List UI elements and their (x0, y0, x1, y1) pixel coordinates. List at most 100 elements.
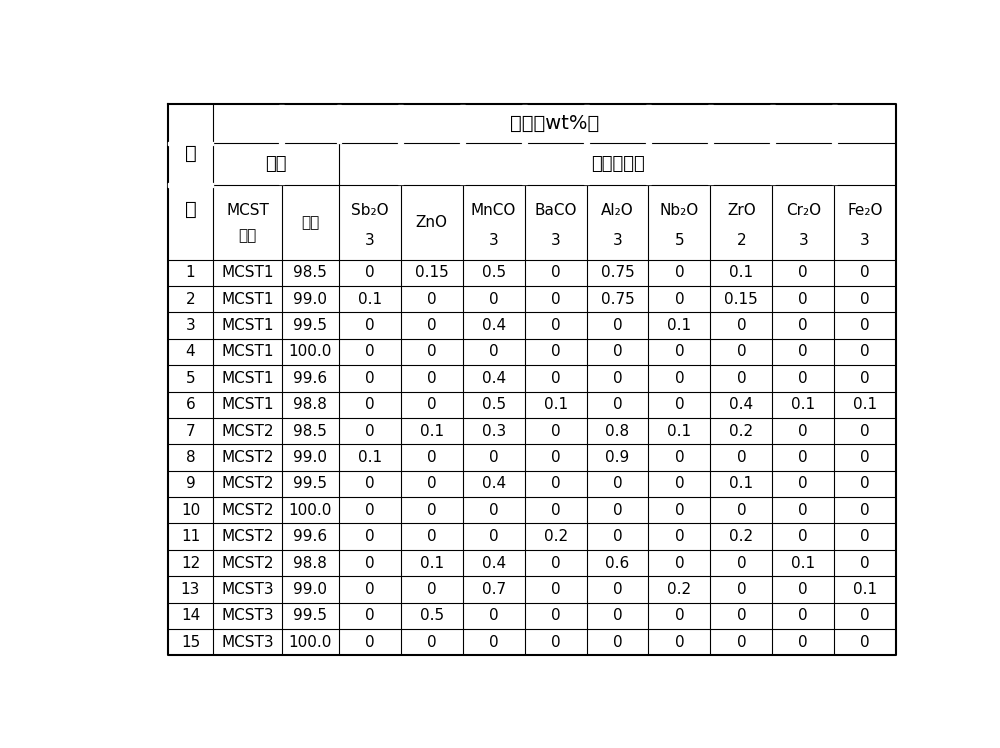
Text: 3: 3 (798, 233, 808, 248)
Text: 0: 0 (675, 371, 684, 386)
Text: 100.0: 100.0 (289, 503, 332, 518)
Text: 100.0: 100.0 (289, 634, 332, 650)
Text: 0: 0 (613, 503, 622, 518)
Text: 0: 0 (365, 634, 375, 650)
Text: MCST2: MCST2 (221, 556, 274, 571)
Text: 0: 0 (427, 318, 437, 333)
Text: 0.1: 0.1 (853, 397, 877, 412)
Text: 0: 0 (675, 556, 684, 571)
Text: 0: 0 (798, 503, 808, 518)
Text: 0.3: 0.3 (482, 423, 506, 438)
Text: 0: 0 (613, 608, 622, 623)
Text: 0.1: 0.1 (358, 450, 382, 465)
Text: 99.5: 99.5 (293, 608, 327, 623)
Text: 0: 0 (860, 371, 870, 386)
Text: 0: 0 (613, 345, 622, 360)
Polygon shape (832, 105, 837, 143)
Text: 0: 0 (613, 529, 622, 544)
Text: 2: 2 (186, 292, 195, 307)
Text: 0: 0 (613, 476, 622, 491)
Text: 0: 0 (860, 423, 870, 438)
Text: ZnO: ZnO (416, 215, 448, 230)
Text: 0.4: 0.4 (482, 556, 506, 571)
Text: 0: 0 (551, 318, 560, 333)
Text: 0: 0 (551, 345, 560, 360)
Text: 0: 0 (860, 529, 870, 544)
Text: 15: 15 (181, 634, 200, 650)
Text: MCST3: MCST3 (221, 634, 274, 650)
Polygon shape (279, 144, 284, 184)
Text: 0: 0 (489, 529, 498, 544)
Polygon shape (279, 105, 284, 143)
Text: 0: 0 (798, 292, 808, 307)
Text: 0.1: 0.1 (420, 423, 444, 438)
Text: MCST: MCST (226, 203, 269, 218)
Text: 0: 0 (675, 529, 684, 544)
Polygon shape (708, 105, 713, 143)
Text: 0: 0 (551, 371, 560, 386)
Text: 0: 0 (489, 634, 498, 650)
Text: 0: 0 (551, 266, 560, 280)
Text: 0: 0 (427, 476, 437, 491)
Polygon shape (168, 141, 213, 145)
Text: 0: 0 (798, 634, 808, 650)
Text: MCST1: MCST1 (221, 318, 274, 333)
Text: 0: 0 (427, 397, 437, 412)
Text: 0: 0 (365, 503, 375, 518)
Text: 0: 0 (798, 371, 808, 386)
Text: 0.1: 0.1 (729, 476, 753, 491)
Text: BaCO: BaCO (534, 203, 577, 218)
Text: 0: 0 (551, 292, 560, 307)
Text: 0: 0 (365, 529, 375, 544)
Polygon shape (770, 105, 775, 143)
Text: 10: 10 (181, 503, 200, 518)
Text: 0: 0 (427, 503, 437, 518)
Text: 0: 0 (551, 608, 560, 623)
Text: 11: 11 (181, 529, 200, 544)
Text: 0: 0 (860, 476, 870, 491)
Text: 0: 0 (613, 397, 622, 412)
Text: 0.2: 0.2 (544, 529, 568, 544)
Text: 0: 0 (675, 634, 684, 650)
Text: 0.7: 0.7 (482, 582, 506, 597)
Text: 0: 0 (798, 266, 808, 280)
Text: MCST1: MCST1 (221, 397, 274, 412)
Text: 0: 0 (489, 450, 498, 465)
Text: MCST2: MCST2 (221, 529, 274, 544)
Text: ZrO: ZrO (727, 203, 756, 218)
Text: 3: 3 (186, 318, 195, 333)
Text: 0: 0 (798, 318, 808, 333)
Text: 0: 0 (675, 450, 684, 465)
Text: MCST2: MCST2 (221, 476, 274, 491)
Text: MCST2: MCST2 (221, 450, 274, 465)
Text: 0: 0 (427, 292, 437, 307)
Text: 0: 0 (860, 608, 870, 623)
Text: 0.5: 0.5 (420, 608, 444, 623)
Text: 8: 8 (186, 450, 195, 465)
Polygon shape (584, 105, 589, 143)
Text: 4: 4 (186, 345, 195, 360)
Text: 0.5: 0.5 (482, 397, 506, 412)
Text: 14: 14 (181, 608, 200, 623)
Text: 3: 3 (551, 233, 560, 248)
Text: Sb₂O: Sb₂O (351, 203, 389, 218)
Text: 0.1: 0.1 (667, 423, 691, 438)
Text: Cr₂O: Cr₂O (786, 203, 821, 218)
Text: 0: 0 (365, 476, 375, 491)
Text: 7: 7 (186, 423, 195, 438)
Text: 0: 0 (551, 476, 560, 491)
Text: 0: 0 (675, 292, 684, 307)
Polygon shape (522, 105, 527, 143)
Text: 0.1: 0.1 (544, 397, 568, 412)
Text: 0: 0 (675, 503, 684, 518)
Text: 0: 0 (737, 634, 746, 650)
Text: 0.75: 0.75 (601, 266, 634, 280)
Text: 2: 2 (737, 233, 746, 248)
Text: 0: 0 (613, 582, 622, 597)
Text: 0: 0 (365, 397, 375, 412)
Text: 0: 0 (737, 503, 746, 518)
Text: 99.6: 99.6 (293, 371, 327, 386)
Text: 98.8: 98.8 (293, 397, 327, 412)
Text: 0: 0 (489, 292, 498, 307)
Text: MCST2: MCST2 (221, 423, 274, 438)
